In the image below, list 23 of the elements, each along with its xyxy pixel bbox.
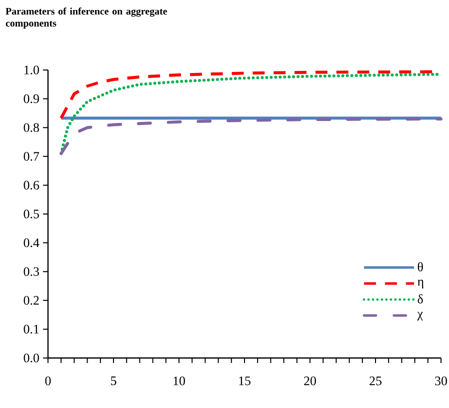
x-tick-label: 25: [370, 376, 382, 386]
y-tick-label: 1.0: [24, 66, 39, 74]
x-tick-label: 30: [435, 376, 447, 386]
y-tick-label: 0.2: [24, 296, 39, 305]
y-tick-label: 0.7: [24, 152, 40, 161]
legend-label: θ: [418, 262, 423, 272]
x-tick-label: 20: [304, 376, 316, 386]
y-tick-label: 0.9: [24, 94, 39, 104]
y-tick-label: 0.4: [24, 238, 40, 248]
chart-title: Parameters of inference on aggregate components: [6, 8, 168, 29]
y-tick-label: 0.8: [24, 123, 39, 132]
y-tick-label: 0.1: [24, 324, 39, 334]
x-tick-label: 10: [174, 376, 185, 386]
x-tick-label: 5: [111, 376, 116, 386]
y-tick-label: 0.0: [24, 354, 39, 362]
legend-label: χ: [417, 312, 423, 321]
y-tick-label: 0.6: [24, 180, 40, 190]
legend-label: η: [417, 280, 424, 289]
y-tick-label: 0.3: [24, 267, 39, 276]
x-tick-label: 0: [45, 376, 51, 386]
legend-label: δ: [418, 294, 423, 304]
x-tick-label: 15: [239, 376, 250, 386]
y-tick-label: 0.5: [24, 210, 39, 218]
